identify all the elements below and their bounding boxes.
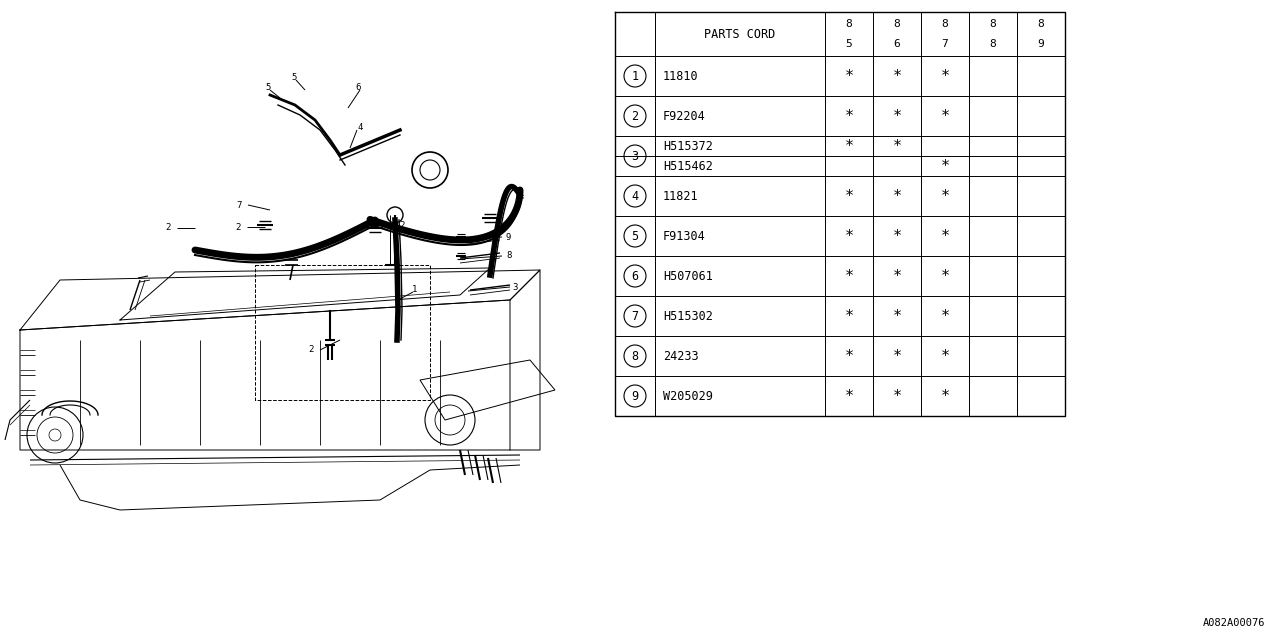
Text: 2: 2 — [399, 221, 404, 230]
Text: A082A00076: A082A00076 — [1202, 618, 1265, 628]
Text: *: * — [941, 228, 950, 243]
Text: 3: 3 — [512, 282, 517, 291]
Text: 8: 8 — [989, 38, 996, 49]
Text: 8: 8 — [893, 19, 900, 29]
Text: H507061: H507061 — [663, 269, 713, 282]
Text: H515302: H515302 — [663, 310, 713, 323]
Text: 2: 2 — [165, 223, 172, 232]
Text: H515462: H515462 — [663, 159, 713, 173]
Text: W205029: W205029 — [663, 390, 713, 403]
Text: 2: 2 — [236, 223, 241, 232]
Text: 6: 6 — [356, 83, 361, 93]
Text: *: * — [892, 349, 901, 364]
Text: *: * — [892, 269, 901, 284]
Text: *: * — [892, 308, 901, 323]
Text: *: * — [941, 349, 950, 364]
Text: PARTS CORD: PARTS CORD — [704, 28, 776, 40]
Text: *: * — [845, 388, 854, 403]
Text: *: * — [892, 189, 901, 204]
Text: *: * — [941, 159, 950, 173]
Text: 2: 2 — [308, 346, 314, 355]
Text: *: * — [845, 269, 854, 284]
Text: *: * — [941, 269, 950, 284]
Text: *: * — [845, 68, 854, 83]
Text: *: * — [941, 189, 950, 204]
Text: *: * — [941, 109, 950, 124]
Text: *: * — [892, 138, 901, 154]
Text: *: * — [845, 109, 854, 124]
Text: F92204: F92204 — [663, 109, 705, 122]
Text: 4: 4 — [357, 124, 362, 132]
Text: 11821: 11821 — [663, 189, 699, 202]
Text: *: * — [845, 349, 854, 364]
Text: 6: 6 — [893, 38, 900, 49]
Text: *: * — [892, 68, 901, 83]
Text: *: * — [892, 109, 901, 124]
Text: 1: 1 — [412, 285, 417, 294]
Text: 2: 2 — [631, 109, 639, 122]
Text: 5: 5 — [265, 83, 270, 93]
Text: *: * — [845, 228, 854, 243]
Text: *: * — [845, 189, 854, 204]
Text: F91304: F91304 — [663, 230, 705, 243]
Text: 3: 3 — [631, 150, 639, 163]
Text: 8: 8 — [942, 19, 948, 29]
Text: 8: 8 — [506, 252, 512, 260]
Text: 7: 7 — [237, 200, 242, 209]
Text: 24233: 24233 — [663, 349, 699, 362]
Text: *: * — [941, 388, 950, 403]
Text: *: * — [892, 388, 901, 403]
Text: 4: 4 — [631, 189, 639, 202]
Text: 7: 7 — [631, 310, 639, 323]
Text: *: * — [845, 308, 854, 323]
Text: 8: 8 — [989, 19, 996, 29]
Text: *: * — [941, 68, 950, 83]
Text: 5: 5 — [292, 74, 297, 83]
Text: 8: 8 — [1038, 19, 1044, 29]
Text: 8: 8 — [846, 19, 852, 29]
Text: *: * — [845, 138, 854, 154]
Text: H515372: H515372 — [663, 140, 713, 152]
Text: 9: 9 — [506, 232, 512, 241]
Text: 6: 6 — [631, 269, 639, 282]
Text: *: * — [941, 308, 950, 323]
Text: 11810: 11810 — [663, 70, 699, 83]
Text: 1: 1 — [631, 70, 639, 83]
Text: 5: 5 — [846, 38, 852, 49]
Text: 8: 8 — [631, 349, 639, 362]
Text: 7: 7 — [942, 38, 948, 49]
Text: 9: 9 — [631, 390, 639, 403]
Text: *: * — [892, 228, 901, 243]
Text: 5: 5 — [631, 230, 639, 243]
Text: 9: 9 — [1038, 38, 1044, 49]
